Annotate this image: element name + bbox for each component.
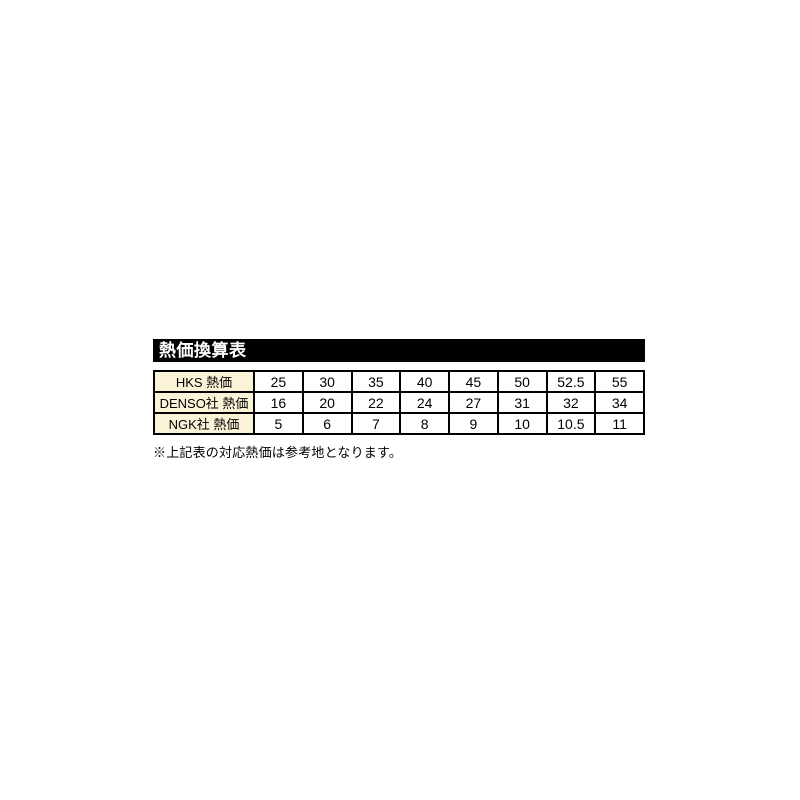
table-cell: 27 [448,391,499,414]
table-cell: 34 [594,391,645,414]
table-cell: 32 [545,391,597,414]
table-cell: 22 [350,391,402,414]
table-cell: 10.5 [545,412,597,435]
table-cell: 11 [594,412,645,435]
table-cell: 35 [350,370,402,393]
table-cell: 9 [448,412,499,435]
table-row-ngk: NGK社 熱価 5 6 7 8 9 10 10.5 11 [153,412,645,435]
footnote: ※上記表の対応熱価は参考地となります。 [153,445,403,460]
table-cell: 45 [448,370,499,393]
table-cell: 52.5 [545,370,597,393]
table-cell: 50 [496,370,548,393]
table-cell: 55 [594,370,645,393]
table-cell: 24 [399,391,450,414]
table-cell: 40 [399,370,450,393]
row-label-denso: DENSO社 熱価 [153,391,255,414]
row-label-ngk: NGK社 熱価 [153,412,255,435]
title-bar: 熱価換算表 [153,339,645,362]
table-cell: 8 [399,412,450,435]
table-cell: 10 [496,412,548,435]
table-cell: 25 [253,370,304,393]
table-cell: 16 [253,391,304,414]
table-row-hks: HKS 熱価 25 30 35 40 45 50 52.5 55 [153,370,645,393]
row-label-hks: HKS 熱価 [153,370,255,393]
table-cell: 5 [253,412,304,435]
table-cell: 20 [301,391,353,414]
table-cell: 6 [301,412,353,435]
table-cell: 31 [496,391,548,414]
table-row-denso: DENSO社 熱価 16 20 22 24 27 31 32 34 [153,391,645,414]
heat-rating-panel: 熱価換算表 HKS 熱価 25 30 35 40 45 50 52.5 55 [153,339,645,461]
table-cell: 30 [301,370,353,393]
table-cell: 7 [350,412,402,435]
heat-rating-conversion-table: HKS 熱価 25 30 35 40 45 50 52.5 55 DENSO社 … [153,370,645,435]
page-title: 熱価換算表 [159,341,247,360]
